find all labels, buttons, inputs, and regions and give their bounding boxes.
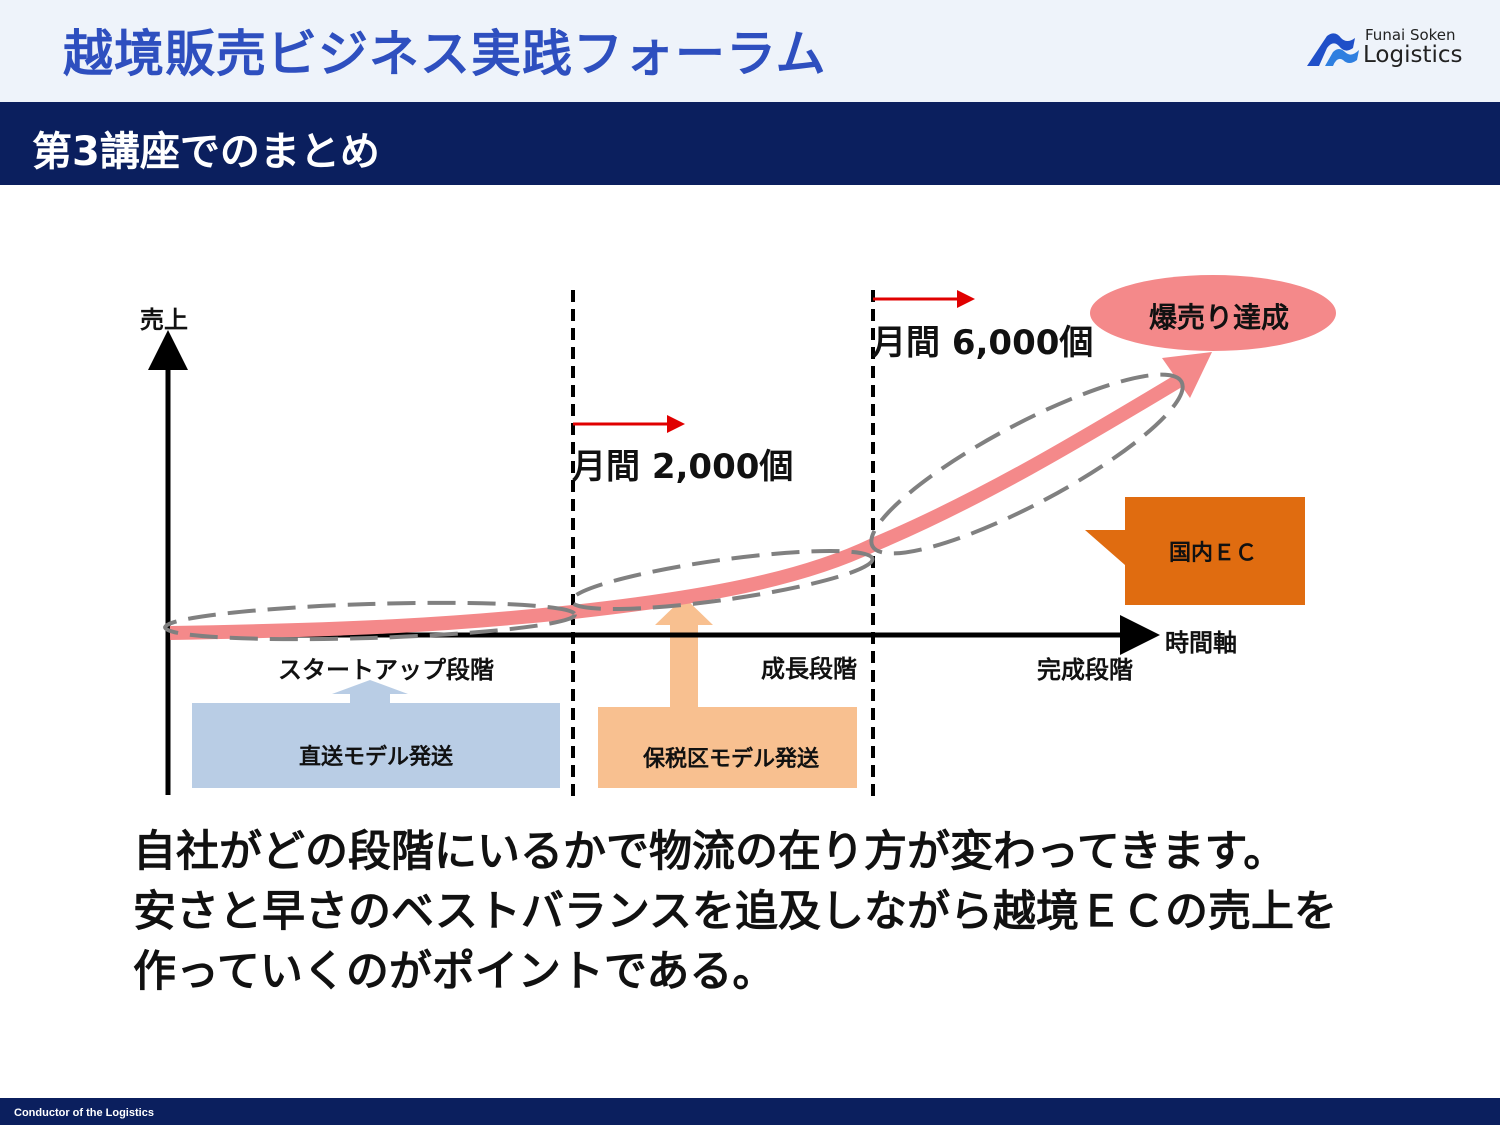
bonded-ship-up-arrow: [655, 597, 713, 707]
stage-label-mature: 完成段階: [1037, 656, 1133, 684]
growth-range-ellipse: [569, 549, 875, 611]
section-title: 第3講座でのまとめ: [32, 129, 380, 175]
footer-text: Conductor of the Logistics: [14, 1107, 154, 1119]
logo-line1: Funai Soken: [1365, 26, 1456, 44]
mature-range-ellipse: [869, 372, 1185, 556]
direct-ship-up-arrow: [332, 680, 408, 703]
y-axis-label: 売上: [140, 306, 188, 334]
direct-ship-label: 直送モデル発送: [299, 744, 453, 770]
bonded-ship-box: [598, 707, 857, 788]
direct-ship-box: [192, 703, 560, 788]
x-axis-label: 時間軸: [1165, 629, 1237, 657]
summary-text: 自社がどの段階にいるかで物流の在り方が変わってきます。 安さと早さのベストバラン…: [133, 822, 1337, 1002]
milestone-label-2: 月間 6,000個: [872, 323, 1093, 363]
logo-line2: Logistics: [1363, 42, 1463, 68]
growth-curve-arrowhead: [1162, 352, 1212, 398]
summary-line: 自社がどの段階にいるかで物流の在り方が変わってきます。: [133, 827, 1287, 877]
goal-label: 爆売り達成: [1149, 301, 1289, 334]
summary-line: 安さと早さのベストバランスを追及しながら越境ＥＣの売上を: [133, 887, 1337, 937]
slide-header: 越境販売ビジネス実践フォーラム Funai Soken Logistics: [0, 0, 1500, 102]
bonded-ship-label: 保税区モデル発送: [642, 746, 819, 772]
domestic-ec-label: 国内ＥＣ: [1169, 541, 1257, 566]
domestic-ec-callout: [1085, 497, 1305, 605]
slide-footer: Conductor of the Logistics: [0, 1098, 1500, 1125]
wave-logo-icon: [1307, 33, 1359, 66]
slide-title: 越境販売ビジネス実践フォーラム: [63, 25, 827, 83]
startup-range-ellipse: [163, 600, 577, 642]
company-logo: Funai Soken Logistics: [1305, 26, 1475, 76]
growth-curve: [169, 373, 1184, 640]
stage-label-startup: スタートアップ段階: [278, 656, 494, 684]
goal-ellipse: [1090, 275, 1336, 351]
section-band: 第3講座でのまとめ: [0, 102, 1500, 185]
milestone-label-1: 月間 2,000個: [572, 447, 793, 487]
summary-line: 作っていくのがポイントである。: [133, 947, 776, 997]
stage-label-growth: 成長段階: [761, 655, 857, 683]
